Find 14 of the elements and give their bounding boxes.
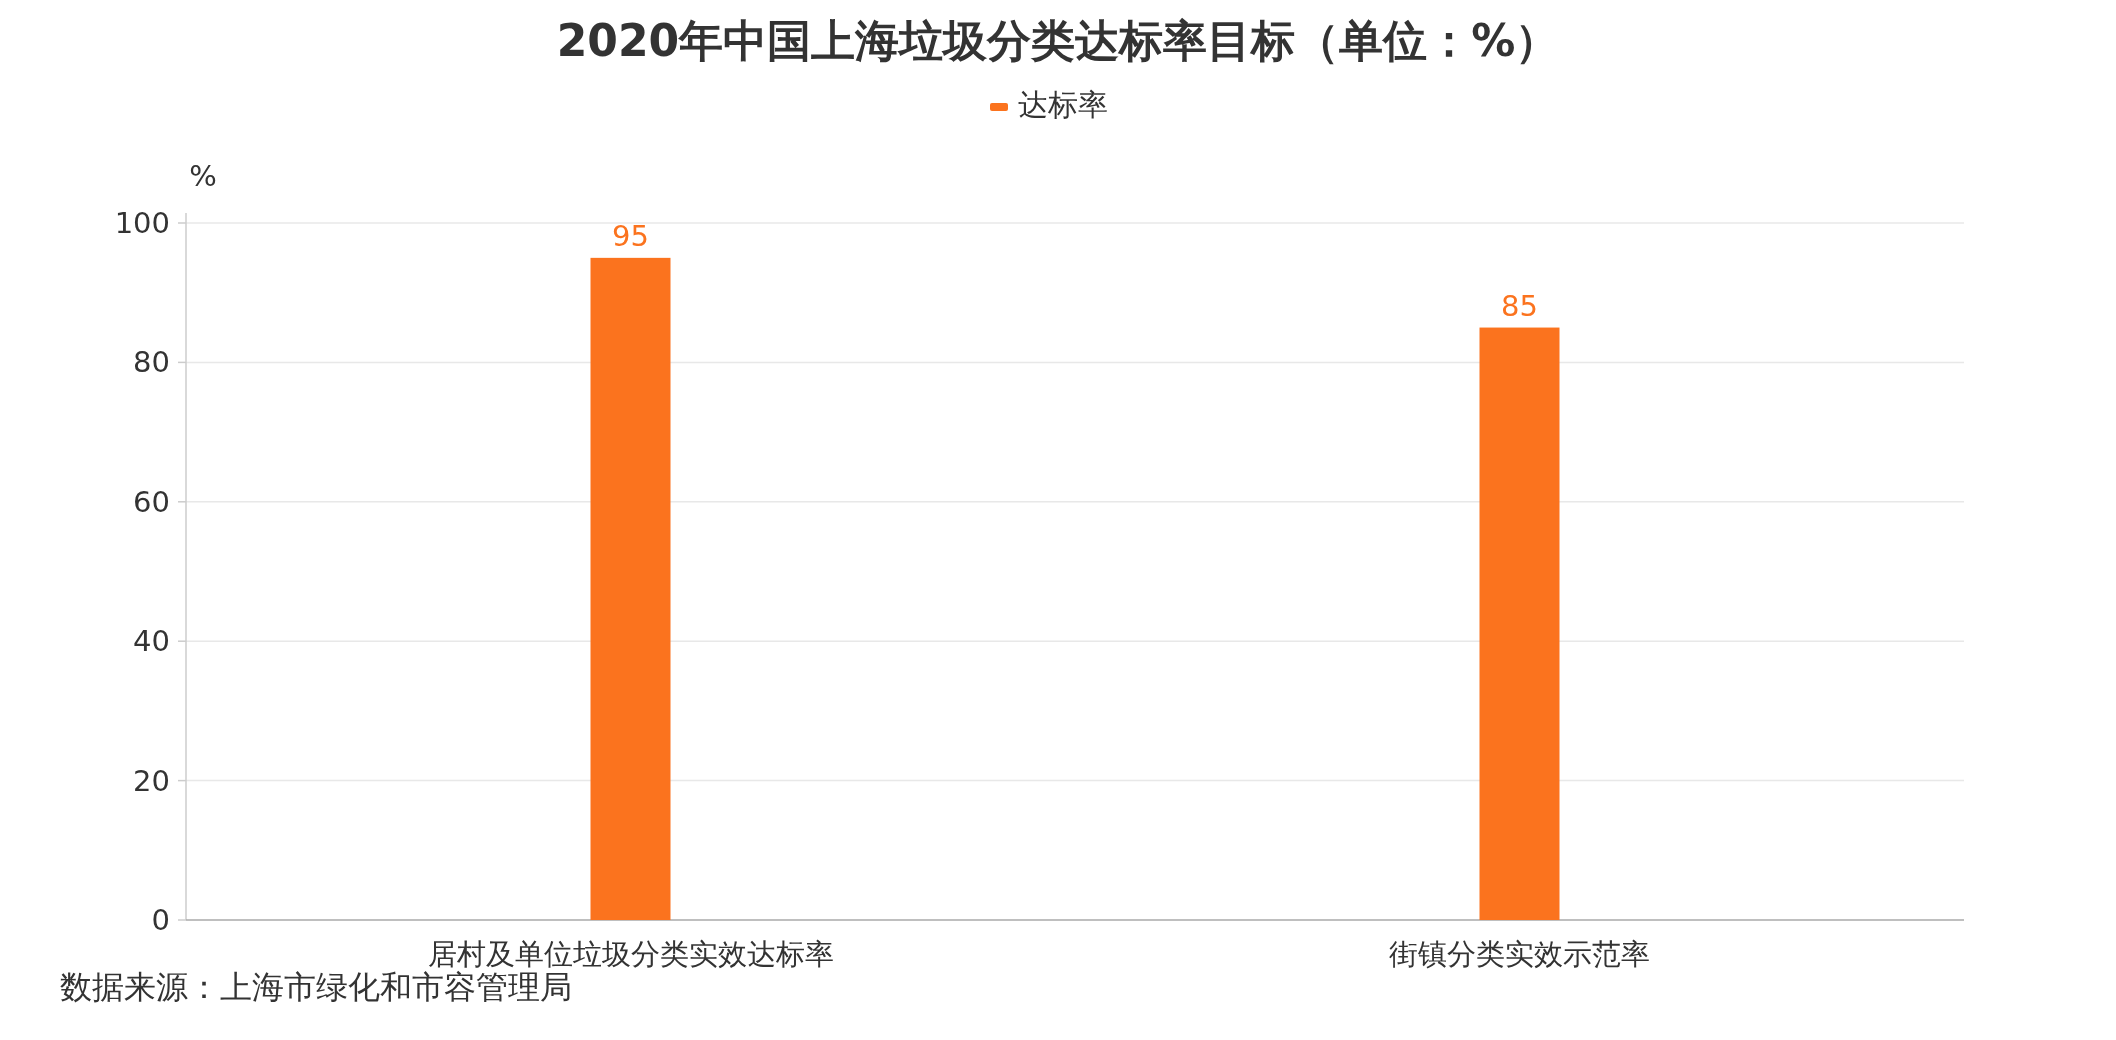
data-label: 85 (1501, 288, 1538, 323)
y-axis-title: % (189, 159, 217, 193)
data-label: 95 (612, 218, 649, 253)
y-tick-label: 60 (133, 484, 170, 519)
y-tick-label: 80 (133, 345, 170, 380)
chart-title: 2020年中国上海垃圾分类达标率目标（单位：%） (556, 15, 1560, 66)
y-tick-label: 100 (114, 206, 170, 240)
y-tick-label: 40 (133, 624, 170, 659)
source-note: 数据来源：上海市绿化和市容管理局 (60, 968, 572, 1006)
y-tick-label: 20 (133, 763, 170, 798)
legend-label: 达标率 (1018, 87, 1108, 122)
x-tick-label: 街镇分类实效示范率 (1389, 937, 1650, 971)
x-tick-label: 居村及单位垃圾分类实效达标率 (427, 937, 834, 971)
y-tick-label: 0 (151, 903, 170, 937)
